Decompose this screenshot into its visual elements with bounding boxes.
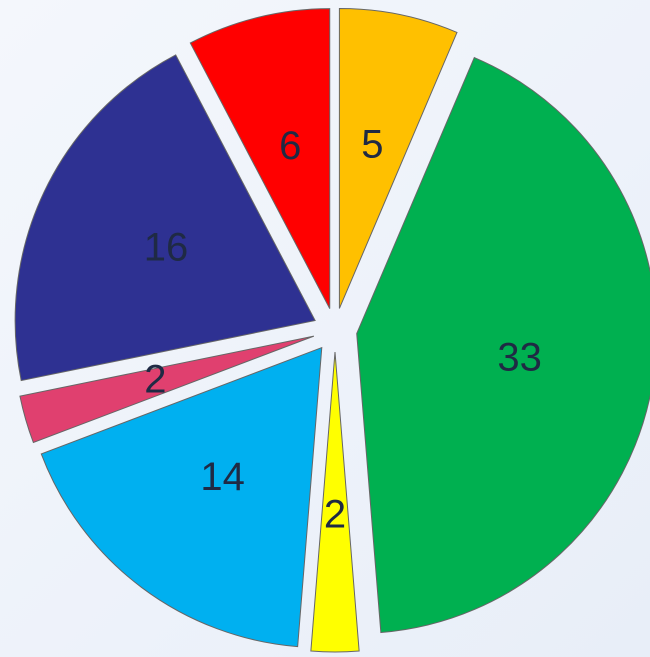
slice-label: 6 — [279, 124, 301, 168]
pie-slice — [189, 8, 331, 309]
slice-label: 2 — [324, 493, 346, 537]
pie-slice — [310, 351, 360, 653]
pie-slice — [19, 335, 315, 444]
slice-label: 33 — [497, 336, 542, 380]
pie-slice — [338, 7, 458, 309]
slice-label: 14 — [200, 455, 245, 499]
slice-label: 2 — [144, 358, 166, 402]
pie-slice — [14, 54, 316, 382]
slice-label: 16 — [144, 225, 189, 269]
pie-slice — [40, 346, 323, 648]
slice-label: 5 — [361, 122, 383, 166]
pie-slice — [356, 56, 650, 634]
